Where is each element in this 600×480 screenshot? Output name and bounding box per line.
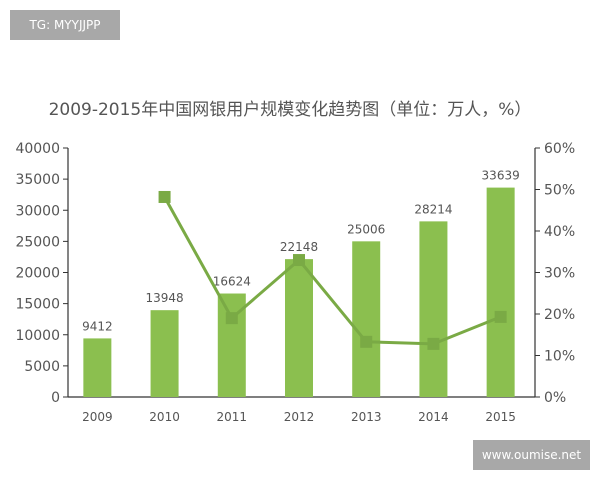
right-tick-label: 60%	[544, 141, 575, 157]
right-tick-label: 50%	[544, 183, 575, 199]
bar-label-2009: 9412	[82, 319, 113, 333]
left-tick-label: 20000	[15, 266, 60, 282]
growth-marker	[158, 190, 171, 203]
bar-label-2011: 16624	[213, 275, 251, 289]
x-tick-label: 2012	[284, 410, 315, 424]
right-tick-label: 40%	[544, 224, 575, 240]
left-tick-label: 15000	[15, 297, 60, 313]
left-tick-label: 5000	[24, 359, 60, 375]
right-tick-label: 0%	[544, 390, 566, 406]
bar-2015	[486, 187, 515, 397]
right-tick-label: 30%	[544, 266, 575, 282]
growth-line	[163, 196, 502, 346]
chart-title: 2009-2015年中国网银用户规模变化趋势图（单位：万人，%）	[49, 100, 532, 120]
right-tick-label: 20%	[544, 307, 575, 323]
bar-label-2010: 13948	[145, 291, 183, 305]
bar-label-2014: 28214	[414, 202, 452, 216]
x-tick-label: 2010	[149, 410, 180, 424]
bar-label-2015: 33639	[482, 169, 520, 183]
left-tick-label: 40000	[15, 141, 60, 157]
right-tick-label: 10%	[544, 349, 575, 365]
bar-label-2013: 25006	[347, 222, 385, 236]
x-tick-label: 2009	[82, 410, 113, 424]
x-tick-label: 2014	[418, 410, 449, 424]
bar-label-2012: 22148	[280, 240, 318, 254]
x-tick-label: 2011	[217, 410, 248, 424]
left-tick-label: 10000	[15, 328, 60, 344]
watermark-top-left: TG: MYYJJPP	[10, 10, 120, 40]
bar-2013	[352, 241, 381, 397]
x-tick-label: 2013	[351, 410, 382, 424]
watermark-bottom-right: www.oumise.net	[473, 440, 590, 470]
bar-2014	[419, 221, 448, 397]
x-tick-label: 2015	[485, 410, 516, 424]
growth-marker	[427, 337, 440, 350]
growth-marker	[494, 310, 507, 323]
growth-marker	[360, 335, 373, 348]
left-tick-label: 35000	[15, 172, 60, 188]
left-tick-label: 25000	[15, 234, 60, 250]
bar-2010	[150, 310, 179, 397]
growth-marker	[225, 312, 238, 325]
bar-2009	[83, 338, 112, 397]
left-tick-label: 0	[51, 390, 60, 406]
growth-marker	[293, 254, 305, 267]
left-tick-label: 30000	[15, 203, 60, 219]
bar-2012	[285, 259, 313, 397]
